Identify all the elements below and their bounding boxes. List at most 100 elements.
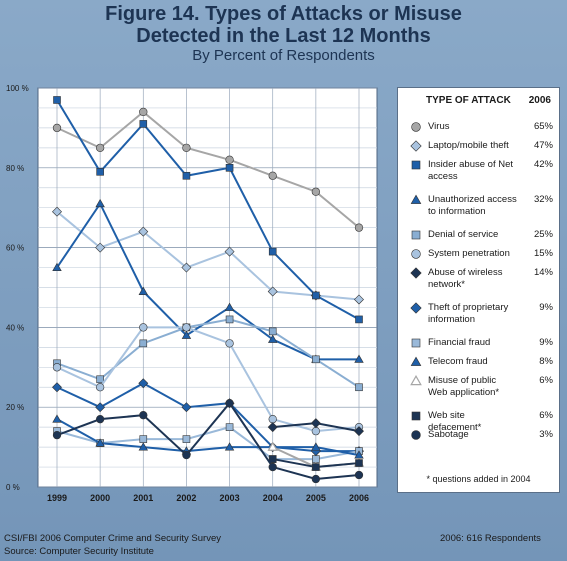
series-system-penetration (52, 323, 364, 436)
legend-marker (411, 338, 421, 348)
data-point (225, 339, 234, 348)
data-point (182, 435, 191, 443)
data-point (139, 411, 148, 420)
series-web-site-defacement (268, 455, 363, 471)
legend-marker (411, 430, 421, 440)
series-abuse-of-wireless-network (267, 418, 364, 437)
data-point (139, 339, 148, 348)
data-point (312, 463, 320, 471)
data-point (182, 171, 191, 180)
data-point (224, 246, 235, 257)
legend-value: 32% (533, 194, 553, 205)
data-point (268, 462, 277, 472)
data-point (354, 354, 364, 363)
legend-marker (410, 140, 422, 152)
data-point (182, 143, 191, 152)
data-point (411, 249, 421, 259)
data-point (95, 438, 105, 447)
data-point (312, 291, 320, 300)
data-point (268, 455, 277, 463)
legend-header-year: 2006 (528, 95, 551, 106)
legend-value: 9% (539, 337, 553, 348)
data-point (225, 155, 234, 164)
legend-label: Telecom fraud (428, 356, 488, 367)
data-point (95, 242, 106, 253)
data-point (52, 262, 62, 272)
legend-value: 42% (533, 159, 553, 170)
legend-marker (410, 375, 422, 386)
legend-label: Denial of service (428, 229, 499, 240)
legend-label: Unauthorized access to information (428, 194, 517, 217)
legend-label: Misuse of public Web application* (428, 375, 500, 398)
x-tick-label: 2002 (176, 493, 196, 503)
data-point (95, 143, 105, 152)
series-line (56, 201, 359, 361)
data-point (225, 399, 234, 408)
data-point (267, 334, 278, 343)
data-point (225, 423, 234, 431)
legend-value: 6% (539, 375, 553, 386)
data-point (52, 123, 62, 133)
data-point (267, 422, 278, 433)
data-point (225, 315, 234, 324)
legend-marker (410, 302, 422, 314)
legend-label: Financial fraud (428, 337, 491, 348)
legend-label: Sabotage (428, 429, 469, 440)
data-point (354, 470, 364, 480)
data-point (52, 206, 62, 217)
data-point (53, 96, 61, 104)
data-point (95, 198, 105, 208)
x-tick-label: 1999 (47, 493, 67, 503)
y-tick-label: 40 % (6, 323, 24, 332)
data-point (355, 315, 363, 324)
series-line (56, 382, 359, 453)
legend-label: System penetration (428, 248, 510, 259)
data-point (410, 356, 422, 366)
legend-label: Laptop/mobile theft (428, 140, 509, 151)
data-point (355, 383, 363, 392)
data-point (138, 442, 149, 451)
data-point (268, 327, 277, 336)
legend-marker (410, 194, 422, 204)
data-point (52, 363, 62, 372)
legend-label: Insider abuse of Net access (428, 159, 514, 182)
data-point (181, 402, 192, 413)
data-point (311, 187, 321, 196)
data-point (181, 330, 192, 339)
data-point (411, 122, 421, 132)
data-point (268, 171, 277, 180)
data-point (354, 426, 364, 437)
legend-marker (411, 160, 421, 170)
data-point (224, 442, 235, 451)
data-point (355, 459, 363, 467)
data-point (411, 411, 421, 421)
legend-value: 9% (539, 302, 553, 313)
series-line (56, 426, 360, 461)
legend-marker (410, 267, 422, 279)
series-sabotage (52, 399, 364, 484)
legend-note: * questions added in 2004 (426, 474, 531, 484)
x-tick-label: 2003 (220, 493, 240, 503)
legend-value: 25% (533, 229, 553, 240)
data-point (267, 441, 278, 451)
data-point (268, 415, 277, 424)
data-point (52, 414, 62, 423)
data-point (411, 338, 421, 348)
chart-title-line1: Figure 14. Types of Attacks or Misuse (105, 3, 462, 25)
series-line (56, 318, 360, 389)
data-point (354, 294, 364, 305)
data-point (182, 323, 191, 332)
data-point (411, 230, 421, 240)
y-tick-label: 20 % (6, 403, 24, 412)
data-point (312, 355, 320, 364)
data-point (410, 267, 422, 279)
data-point (311, 474, 321, 484)
data-point (95, 402, 106, 413)
data-point (96, 167, 104, 176)
legend-label: Virus (428, 121, 450, 132)
legend-value: 47% (533, 140, 553, 151)
legend-value: 8% (539, 356, 553, 367)
series-line (56, 401, 360, 481)
y-tick-label: 60 % (6, 244, 24, 253)
